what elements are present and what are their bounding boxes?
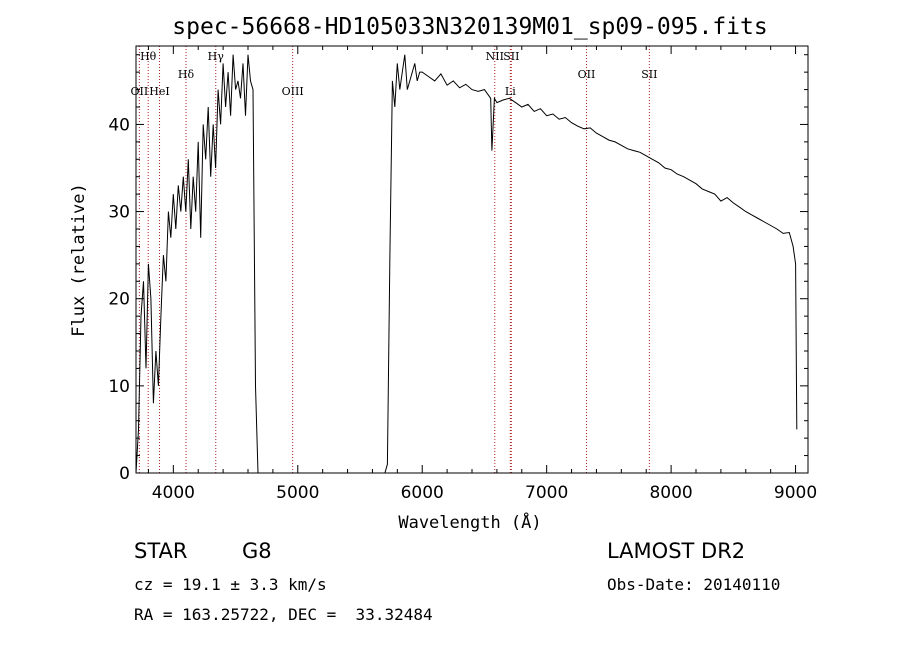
x-tick-label: 8000 [649,483,692,503]
y-axis: 0 10 20 30 40 [108,54,808,484]
marker-label: Hδ [178,68,195,81]
spectrum-line [135,54,798,474]
marker-label: Hθ [140,50,157,63]
marker-label: Hγ [208,50,225,63]
marker-label: OII [578,68,596,81]
object-class: STAR [134,539,188,563]
x-axis-label: Wavelength (Å) [398,511,541,533]
x-axis: 4000 5000 6000 7000 8000 9000 [147,46,817,503]
x-tick-label: 9000 [774,483,817,503]
marker-label: HeI [149,85,169,98]
x-tick-label: 7000 [525,483,568,503]
obs-date-text: Obs-Date: 20140110 [607,575,781,594]
x-tick-label: 6000 [401,483,444,503]
x-tick-label: 5000 [276,483,319,503]
y-axis-label: Flux (relative) [69,183,89,337]
marker-label: Li [505,85,516,98]
marker-label: NII [486,50,504,63]
survey-name: LAMOST DR2 [607,539,746,563]
chart-title: spec-56668-HD105033N320139M01_sp09-095.f… [172,14,767,40]
x-tick-label: 4000 [152,483,195,503]
marker-label: SII [503,50,519,63]
redshift-text: cz = 19.1 ± 3.3 km/s [134,575,327,594]
y-tick-label: 10 [108,377,130,397]
coordinates-text: RA = 163.25722, DEC = 33.32484 [134,605,433,624]
y-tick-label: 40 [108,115,130,135]
marker-label: OII [131,85,149,98]
object-subclass: G8 [242,539,272,563]
y-tick-label: 0 [119,464,130,484]
marker-label: SII [641,68,657,81]
marker-label: OIII [282,85,304,98]
plot-frame [135,45,809,474]
y-tick-label: 30 [108,203,130,223]
y-tick-label: 20 [108,290,130,310]
